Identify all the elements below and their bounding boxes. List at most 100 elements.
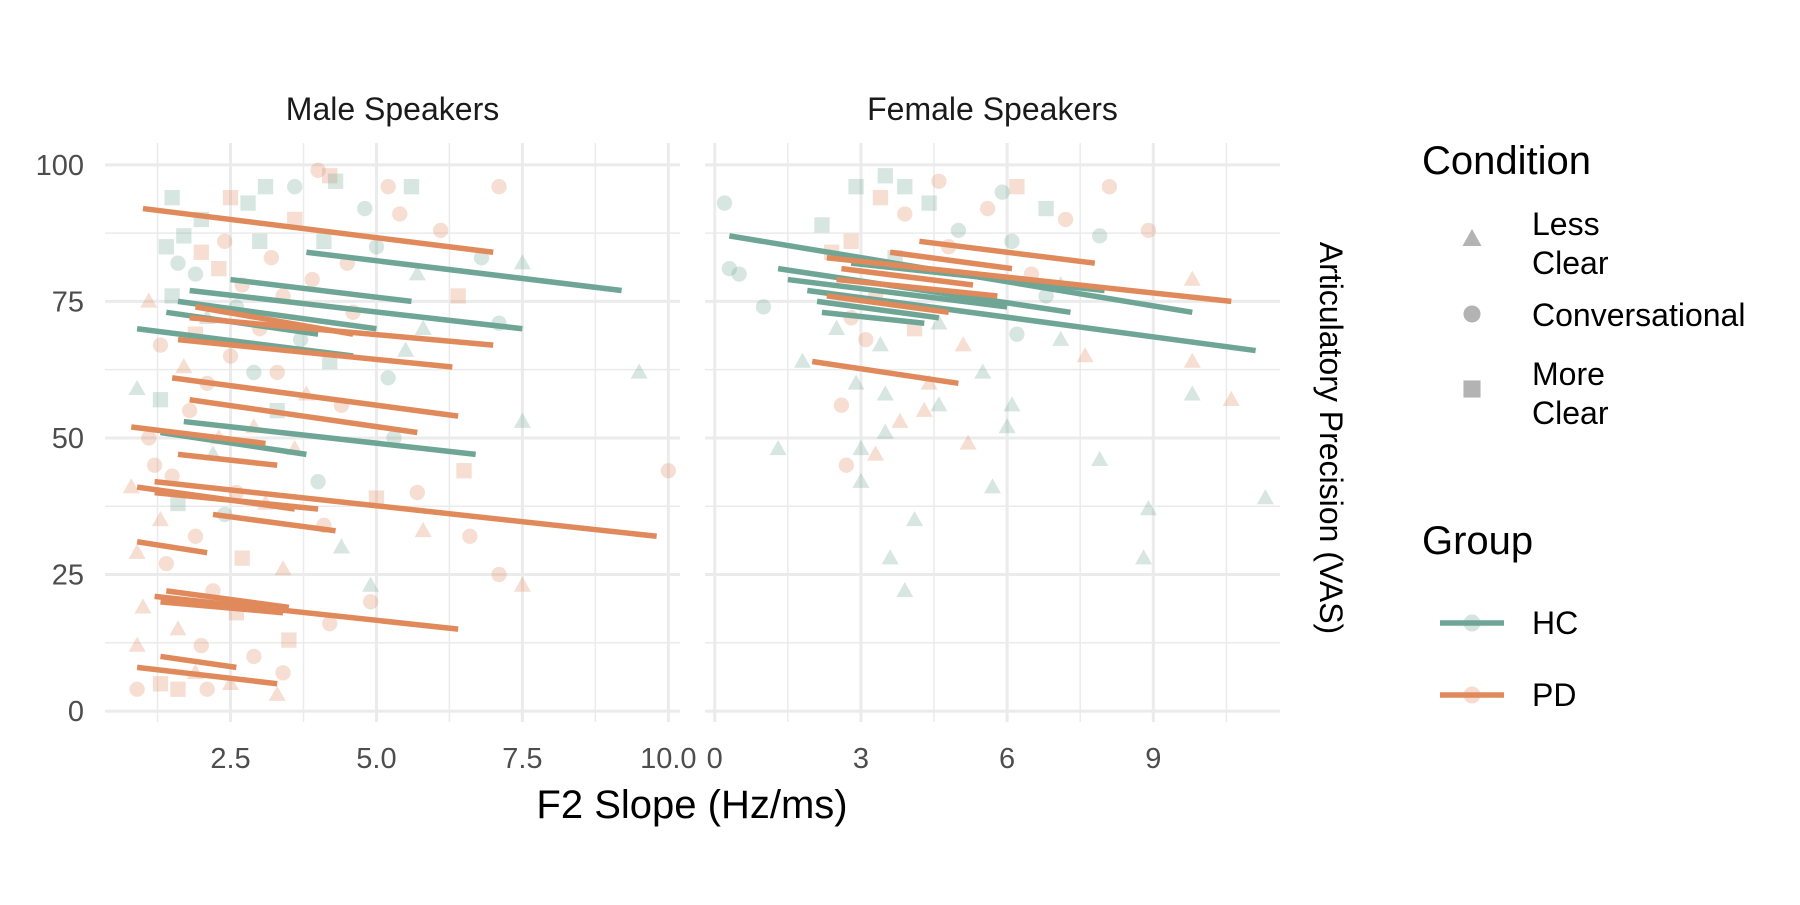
data-point [158, 239, 174, 255]
data-point [979, 200, 996, 217]
data-point [268, 685, 286, 701]
legend-condition-label: Clear [1532, 245, 1609, 281]
data-point [877, 168, 893, 184]
legend-group-label: HC [1532, 605, 1578, 641]
data-point [513, 254, 531, 270]
grid [705, 143, 1280, 722]
fit-line-pd [826, 254, 1232, 305]
data-point [833, 397, 850, 413]
legend-group-item: PD [1440, 677, 1576, 713]
fit-lines [130, 205, 657, 687]
fit-line-pd [160, 653, 237, 671]
data-point [994, 184, 1010, 200]
data-point [397, 341, 415, 357]
fit-line-pd [841, 265, 974, 288]
data-point [959, 434, 977, 450]
data-point [304, 271, 320, 288]
data-point [140, 292, 158, 308]
data-point [872, 189, 889, 206]
panel-title: Female Speakers [867, 91, 1118, 127]
data-point [1004, 233, 1020, 249]
data-point [1183, 270, 1201, 286]
data-point [128, 543, 146, 559]
data-point [170, 681, 186, 697]
fit-lines [728, 233, 1257, 387]
data-point [246, 648, 262, 665]
data-point [1135, 549, 1153, 565]
data-point [1052, 330, 1070, 346]
data-point [199, 681, 215, 697]
data-point [211, 260, 227, 277]
data-point [158, 555, 174, 572]
legend-group-label: PD [1532, 677, 1576, 713]
x-axis-title: F2 Slope (Hz/ms) [536, 783, 847, 827]
y-tick-label: 50 [52, 423, 84, 455]
data-point [450, 288, 466, 304]
data-point [984, 478, 1001, 494]
data-point [721, 260, 738, 277]
data-point [513, 576, 531, 592]
data-point [1183, 352, 1201, 368]
data-point [876, 385, 894, 401]
fit-line-pd [177, 451, 278, 469]
data-point [322, 168, 338, 184]
data-point [164, 189, 180, 206]
data-point [513, 412, 531, 428]
fit-line-pd [154, 593, 459, 632]
fit-line-pd [154, 478, 657, 540]
data-point [828, 319, 846, 335]
data-point [275, 665, 291, 681]
fit-line-pd [136, 664, 278, 687]
data-point [491, 179, 507, 195]
legend-group-title: Group [1422, 519, 1533, 563]
data-point [915, 401, 933, 417]
x-tick-label: 0 [707, 743, 723, 775]
y-tick-label: 25 [52, 560, 84, 592]
data-point [843, 233, 859, 249]
data-point [327, 173, 344, 189]
data-point [234, 550, 250, 566]
y-tick-label: 75 [52, 286, 84, 318]
x-tick-label: 3 [853, 743, 869, 775]
data-point [414, 521, 432, 538]
data-point [368, 239, 385, 255]
data-point [1183, 385, 1201, 401]
data-point [274, 560, 292, 576]
fit-line-pd [165, 588, 290, 611]
data-point [310, 474, 326, 490]
fit-line-pd [919, 238, 1096, 266]
data-point [332, 538, 350, 554]
data-point [152, 676, 169, 692]
data-point [1091, 450, 1109, 467]
panel-male: Male Speakers 2.5 5.0 7.5 10.0 [105, 91, 697, 775]
data-point [769, 439, 787, 456]
data-point [217, 233, 233, 249]
data-point [362, 576, 380, 592]
data-point [403, 179, 420, 195]
data-point [1038, 288, 1054, 304]
data-point [950, 222, 967, 239]
data-point [793, 352, 811, 368]
fit-line-hc [230, 276, 412, 305]
fit-line-hc [850, 260, 1105, 294]
data-point [1092, 228, 1108, 244]
data-point [257, 179, 274, 195]
fit-line-pd [889, 249, 1013, 272]
data-point [930, 396, 948, 412]
data-point [731, 266, 747, 282]
legend-point-hc [1463, 614, 1481, 632]
x-tick-label: 10.0 [640, 743, 696, 775]
y-axis: 0 25 50 75 100 [36, 150, 84, 728]
fit-line-hc [306, 249, 622, 294]
panel-female: Female Speakers 0 3 6 9 [705, 91, 1280, 775]
legend-condition-label: Clear [1532, 395, 1609, 431]
fit-line-pd [826, 293, 950, 316]
data-point [129, 681, 145, 697]
data-point [1101, 179, 1118, 195]
data-point [146, 457, 163, 473]
data-point [630, 363, 648, 379]
legend: Condition LessClearConversationalMoreCle… [1422, 139, 1745, 713]
data-point [1003, 396, 1021, 412]
data-point [1256, 489, 1274, 505]
